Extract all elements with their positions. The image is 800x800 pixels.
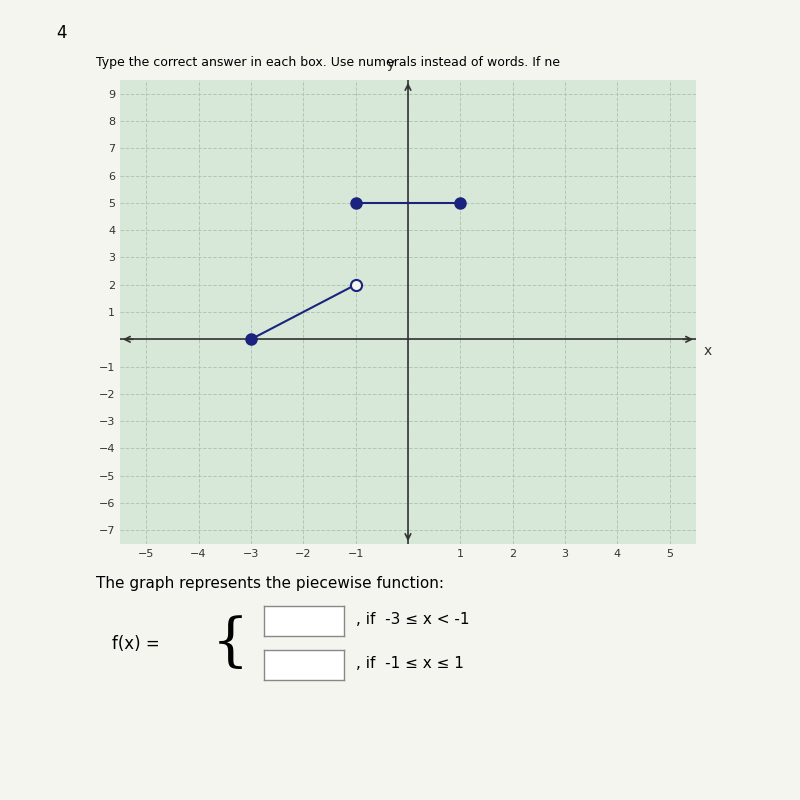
Text: Type the correct answer in each box. Use numerals instead of words. If ne: Type the correct answer in each box. Use… — [96, 56, 560, 69]
Text: The graph represents the piecewise function:: The graph represents the piecewise funct… — [96, 576, 444, 591]
Text: 4: 4 — [56, 24, 66, 42]
X-axis label: x: x — [703, 345, 712, 358]
Y-axis label: y: y — [386, 57, 395, 70]
Text: , if  -1 ≤ x ≤ 1: , if -1 ≤ x ≤ 1 — [356, 657, 464, 671]
Text: f(x) =: f(x) = — [112, 635, 160, 653]
Text: , if  -3 ≤ x < -1: , if -3 ≤ x < -1 — [356, 613, 470, 627]
Text: {: { — [212, 616, 249, 672]
